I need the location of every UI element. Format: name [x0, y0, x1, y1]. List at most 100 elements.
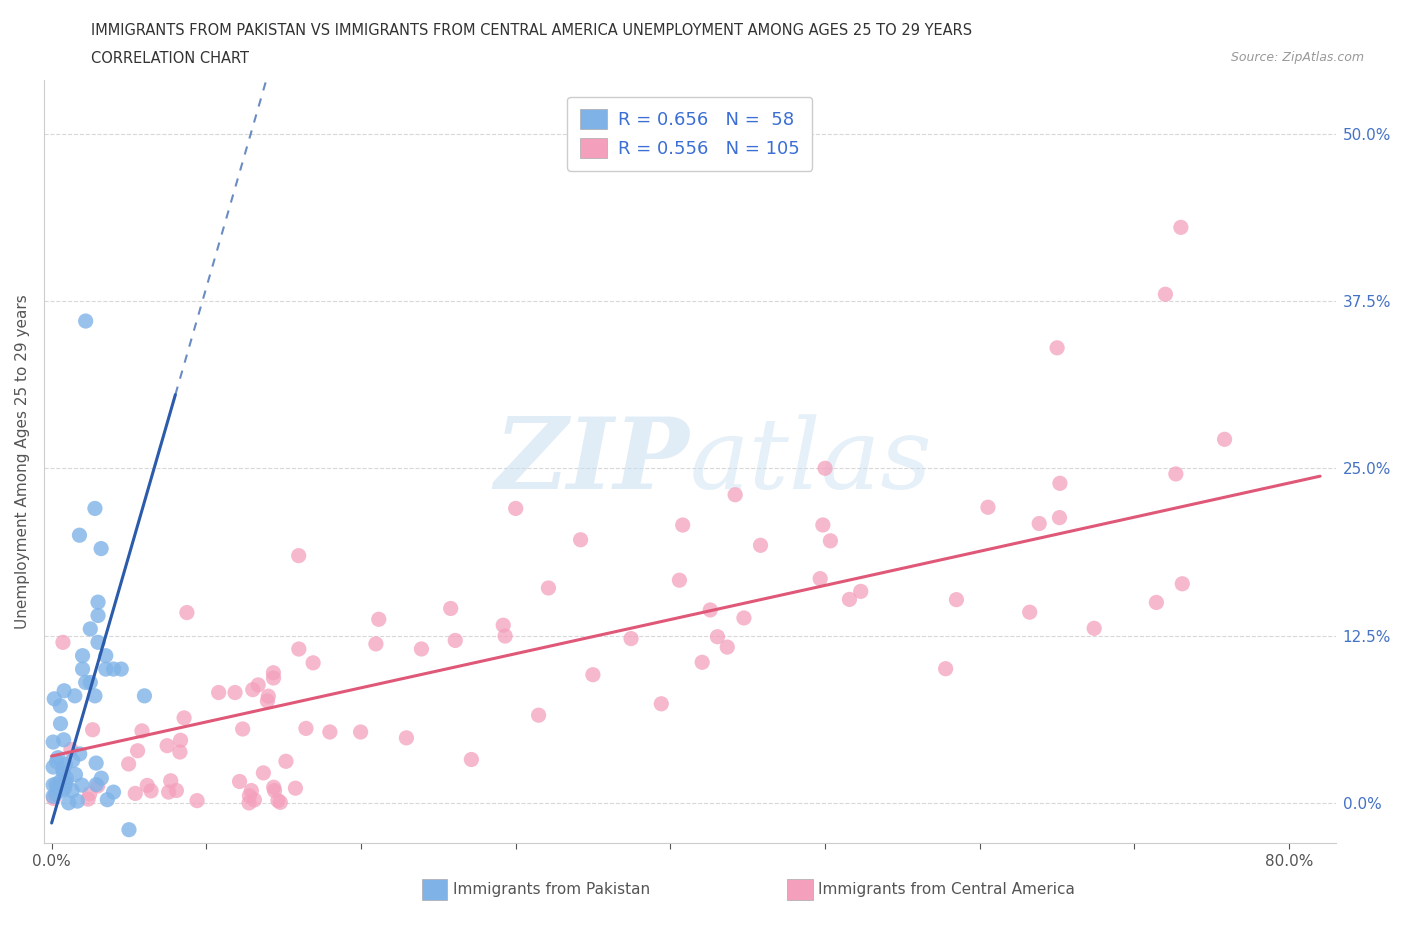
Point — [537, 580, 560, 595]
Point — [49, 716, 72, 731]
Point — [69, 527, 91, 542]
Point — [159, 774, 181, 789]
Point — [117, 756, 139, 771]
Point — [444, 633, 467, 648]
Point — [295, 721, 318, 736]
Text: Immigrants from Central America: Immigrants from Central America — [818, 883, 1076, 897]
Point — [820, 534, 842, 549]
Text: IMMIGRANTS FROM PAKISTAN VS IMMIGRANTS FROM CENTRAL AMERICA UNEMPLOYMENT AMONG A: IMMIGRANTS FROM PAKISTAN VS IMMIGRANTS F… — [91, 23, 973, 38]
Point — [395, 730, 418, 745]
Point — [86, 778, 108, 793]
Point — [79, 675, 101, 690]
Point — [84, 777, 107, 792]
Point — [1213, 432, 1236, 446]
Point — [699, 603, 721, 618]
Point — [935, 661, 957, 676]
Point — [349, 724, 371, 739]
Point — [262, 665, 284, 680]
Point — [838, 592, 860, 607]
Point — [60, 783, 83, 798]
Point — [45, 787, 67, 802]
Point — [1154, 286, 1177, 301]
Point — [263, 780, 285, 795]
Point — [176, 605, 198, 620]
Point — [96, 792, 118, 807]
Point — [49, 774, 72, 789]
Point — [45, 777, 67, 791]
Point — [364, 636, 387, 651]
Point — [733, 610, 755, 625]
Point — [87, 594, 110, 609]
Point — [288, 642, 311, 657]
Point — [238, 795, 260, 810]
Point — [75, 313, 97, 328]
Point — [672, 518, 695, 533]
Point — [139, 783, 162, 798]
Point — [1028, 516, 1050, 531]
Text: ZIP: ZIP — [495, 413, 690, 510]
Point — [84, 688, 107, 703]
Point — [65, 767, 87, 782]
Point — [208, 685, 231, 700]
Point — [228, 774, 250, 789]
Point — [69, 747, 91, 762]
Point — [169, 745, 191, 760]
Point — [582, 667, 605, 682]
Point — [240, 783, 263, 798]
Text: atlas: atlas — [690, 414, 932, 510]
Point — [242, 683, 264, 698]
Point — [749, 538, 772, 552]
Point — [75, 675, 97, 690]
Point — [52, 765, 75, 780]
Point — [690, 655, 713, 670]
Legend: R = 0.656   N =  58, R = 0.556   N = 105: R = 0.656 N = 58, R = 0.556 N = 105 — [567, 97, 813, 171]
Point — [44, 691, 66, 706]
Point — [131, 724, 153, 738]
Point — [716, 640, 738, 655]
Point — [58, 795, 80, 810]
Point — [52, 635, 75, 650]
Point — [173, 711, 195, 725]
Point — [79, 786, 101, 801]
Point — [42, 791, 65, 806]
Point — [569, 532, 592, 547]
Point — [1046, 340, 1069, 355]
Point — [42, 789, 65, 804]
Point — [492, 618, 515, 632]
Text: Immigrants from Pakistan: Immigrants from Pakistan — [453, 883, 650, 897]
Point — [440, 601, 463, 616]
Point — [53, 781, 76, 796]
Point — [45, 754, 67, 769]
Point — [706, 630, 728, 644]
Point — [1164, 467, 1187, 482]
Point — [620, 631, 643, 646]
Point — [94, 661, 117, 676]
Point — [269, 795, 291, 810]
Point — [90, 771, 112, 786]
Point — [124, 786, 146, 801]
Point — [49, 698, 72, 713]
Y-axis label: Unemployment Among Ages 25 to 29 years: Unemployment Among Ages 25 to 29 years — [15, 294, 30, 629]
Point — [53, 775, 76, 790]
Point — [1049, 511, 1071, 525]
Point — [55, 776, 77, 790]
Point — [94, 648, 117, 663]
Point — [1171, 577, 1194, 591]
Point — [52, 762, 75, 777]
Point — [52, 732, 75, 747]
Point — [77, 791, 100, 806]
Point — [70, 777, 93, 792]
Point — [287, 548, 309, 563]
Point — [1083, 621, 1105, 636]
Point — [267, 793, 290, 808]
Point — [411, 642, 433, 657]
Point — [263, 783, 285, 798]
Point — [55, 757, 77, 772]
Point — [87, 608, 110, 623]
Point — [53, 684, 76, 698]
Point — [263, 671, 285, 685]
Point — [46, 751, 69, 765]
Point — [42, 760, 65, 775]
Point — [127, 743, 149, 758]
Point — [165, 783, 187, 798]
